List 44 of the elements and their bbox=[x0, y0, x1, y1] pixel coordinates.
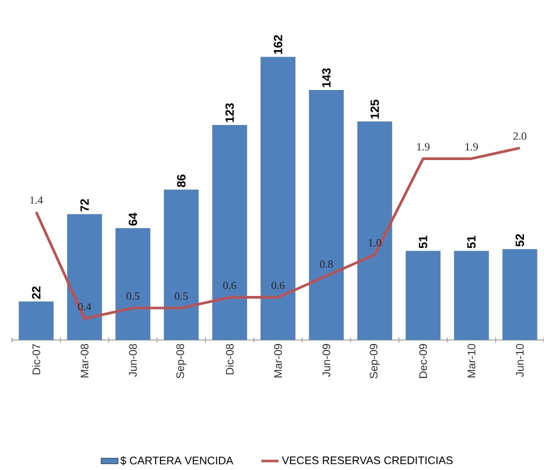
bar bbox=[18, 302, 54, 340]
data-label: 51 bbox=[418, 236, 428, 248]
x-tick-label: Jun-08 bbox=[129, 344, 137, 377]
data-label: 52 bbox=[516, 234, 524, 247]
data-label: 1.9 bbox=[466, 143, 478, 150]
data-label: 123 bbox=[225, 103, 234, 122]
data-label: 143 bbox=[322, 68, 331, 88]
bar bbox=[502, 249, 538, 340]
data-label: 162 bbox=[274, 35, 282, 54]
data-label: 125 bbox=[370, 100, 379, 119]
legend-label: $ CARTERA VENCIDA bbox=[120, 456, 234, 466]
data-label: 51 bbox=[467, 236, 476, 248]
legend-label: VECES RESERVAS CREDITICIAS bbox=[282, 456, 453, 464]
data-label: 1.4 bbox=[30, 196, 43, 204]
data-label: 1.9 bbox=[417, 143, 430, 150]
x-tick-label: Dic-08 bbox=[226, 344, 234, 374]
bar bbox=[212, 124, 248, 340]
bar bbox=[406, 250, 441, 340]
data-label: 72 bbox=[80, 199, 89, 212]
bar bbox=[260, 56, 296, 340]
bar bbox=[164, 190, 199, 340]
x-tick-label: Jun-10 bbox=[516, 344, 524, 377]
x-tick-label: Dec-09 bbox=[419, 344, 427, 378]
x-tick-label: Mar-09 bbox=[274, 344, 282, 378]
bar bbox=[308, 90, 344, 340]
data-label: 0.5 bbox=[174, 292, 188, 300]
data-label: 0.6 bbox=[272, 282, 285, 290]
x-tick-label: Sep-08 bbox=[176, 344, 186, 378]
x-tick-label: Jun-09 bbox=[322, 344, 330, 377]
data-label: 86 bbox=[177, 174, 186, 188]
x-tick-label: Sep-09 bbox=[370, 344, 380, 378]
x-tick-label: Mar-08 bbox=[80, 344, 88, 378]
bar bbox=[67, 214, 102, 340]
data-label: 22 bbox=[32, 286, 40, 299]
bar bbox=[454, 250, 489, 340]
x-tick-label: Dic-07 bbox=[32, 344, 40, 374]
bar bbox=[357, 121, 392, 340]
data-label: 0.8 bbox=[320, 260, 333, 268]
bar bbox=[116, 228, 150, 340]
data-label: 0.5 bbox=[126, 292, 140, 300]
data-label: 2.0 bbox=[513, 132, 526, 140]
data-label: 64 bbox=[128, 212, 138, 226]
data-label: 0.6 bbox=[223, 282, 236, 290]
x-tick-label: Mar-10 bbox=[468, 344, 476, 378]
